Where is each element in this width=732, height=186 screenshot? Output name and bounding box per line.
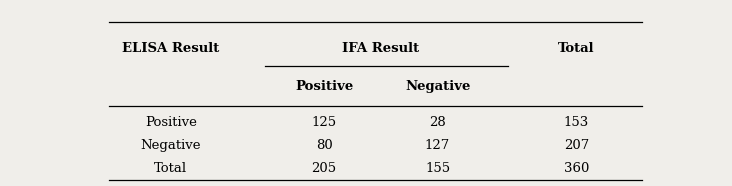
Text: Positive: Positive bbox=[145, 116, 197, 129]
Text: 153: 153 bbox=[564, 116, 589, 129]
Text: 205: 205 bbox=[312, 162, 337, 175]
Text: 155: 155 bbox=[425, 162, 450, 175]
Text: 207: 207 bbox=[564, 139, 589, 152]
Text: Total: Total bbox=[559, 42, 595, 55]
Text: 125: 125 bbox=[312, 116, 337, 129]
Text: 28: 28 bbox=[429, 116, 446, 129]
Text: 360: 360 bbox=[564, 162, 589, 175]
Text: Negative: Negative bbox=[405, 80, 470, 93]
Text: Negative: Negative bbox=[141, 139, 201, 152]
Text: Total: Total bbox=[154, 162, 187, 175]
Text: Positive: Positive bbox=[295, 80, 354, 93]
Text: ELISA Result: ELISA Result bbox=[122, 42, 220, 55]
Text: 80: 80 bbox=[315, 139, 332, 152]
Text: IFA Result: IFA Result bbox=[343, 42, 419, 55]
Text: 127: 127 bbox=[425, 139, 450, 152]
